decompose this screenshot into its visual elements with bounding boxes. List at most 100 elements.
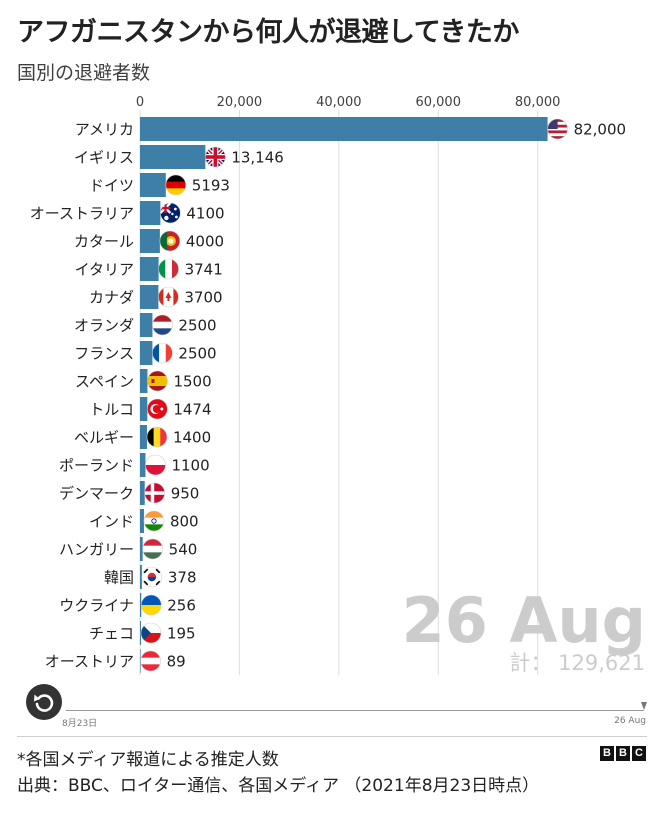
value-label: 800: [170, 513, 199, 531]
value-label: 2500: [178, 317, 216, 335]
value-label: 1400: [173, 429, 211, 447]
bar: [140, 201, 161, 225]
value-label: 1474: [173, 401, 211, 419]
category-label: アメリカ: [75, 121, 134, 139]
page-title: アフガニスタンから何人が退避してきたか: [17, 17, 519, 48]
bar: [140, 565, 142, 589]
flag-fr-icon: [152, 342, 173, 364]
x-tick-label: 0: [136, 95, 144, 110]
timeline-start-label: 8月23日: [62, 719, 98, 729]
replay-button[interactable]: [26, 684, 62, 720]
x-tick-label: 60,000: [415, 95, 461, 110]
timeline-track[interactable]: [66, 710, 644, 711]
category-label: チェコ: [89, 625, 134, 643]
flag-au-icon: [160, 202, 181, 224]
value-label: 2500: [178, 345, 216, 363]
category-label: オーストラリア: [30, 205, 134, 223]
value-label: 13,146: [231, 149, 284, 167]
replay-icon: [34, 694, 54, 712]
category-label: フランス: [74, 345, 134, 363]
value-label: 950: [171, 485, 200, 503]
bar: [140, 285, 159, 309]
x-tick-label: 80,000: [515, 95, 561, 110]
value-label: 195: [167, 625, 196, 643]
footnote: *各国メディア報道による推定人数: [17, 750, 279, 770]
x-tick-label: 20,000: [217, 95, 263, 110]
flag-nl-icon: [152, 314, 173, 336]
bar: [140, 229, 160, 253]
bar: [140, 117, 548, 141]
category-label: オーストリア: [45, 653, 134, 671]
value-label: 378: [168, 569, 197, 587]
bar: [140, 341, 153, 365]
total-label: 計： 129,621: [509, 651, 645, 675]
value-label: 4100: [186, 205, 224, 223]
footer-divider: [17, 736, 647, 737]
flag-ua-icon: [140, 594, 162, 616]
flag-uk-icon: [205, 146, 226, 168]
category-label: トルコ: [89, 401, 134, 419]
flag-pl-icon: [145, 454, 166, 476]
timeline-end-label: 26 Aug: [614, 716, 646, 726]
flag-dk-icon: [144, 482, 166, 504]
value-label: 89: [167, 653, 186, 671]
bar: [140, 537, 143, 561]
flag-qa-icon: [159, 230, 181, 252]
flag-ca-icon: [158, 286, 179, 308]
flag-in-icon: [143, 510, 165, 532]
flag-de-icon: [165, 174, 187, 196]
category-label: ウクライナ: [59, 597, 134, 615]
flag-hu-icon: [142, 538, 163, 560]
flag-es-icon: [147, 370, 168, 392]
category-label: カタール: [74, 233, 134, 251]
bar: [140, 257, 159, 281]
bar: [140, 173, 166, 197]
x-tick-label: 40,000: [316, 95, 362, 110]
page-subtitle: 国別の退避者数: [17, 62, 151, 84]
bbc-logo: B B C: [600, 746, 646, 761]
category-label: インド: [89, 513, 134, 531]
bar: [140, 145, 206, 169]
value-label: 4000: [186, 233, 224, 251]
category-label: デンマーク: [59, 485, 134, 503]
category-label: 韓国: [104, 569, 134, 587]
category-label: イギリス: [74, 149, 134, 167]
bar: [140, 453, 146, 477]
value-label: 540: [169, 541, 198, 559]
timeline-handle[interactable]: [641, 702, 647, 710]
bbc-logo-letter: C: [632, 746, 646, 761]
value-label: 3741: [185, 261, 223, 279]
flag-cz-icon: [140, 622, 162, 644]
flag-at-icon: [140, 650, 161, 672]
value-label: 5193: [192, 177, 230, 195]
category-label: ベルギー: [74, 429, 134, 447]
bar: [140, 593, 142, 617]
value-label: 1100: [171, 457, 209, 475]
value-label: 256: [167, 597, 196, 615]
bar: [140, 481, 145, 505]
flag-us-icon: [547, 118, 568, 140]
bar: [140, 621, 141, 645]
value-label: 82,000: [574, 121, 627, 139]
bar-chart: 0 20,000 40,000 60,000 80,000 アメリカ 82,000 イギリス 1…: [30, 95, 646, 675]
category-label: カナダ: [89, 289, 134, 307]
category-label: イタリア: [75, 261, 134, 279]
value-label: 3700: [184, 289, 222, 307]
flag-it-icon: [158, 258, 179, 280]
flag-kr-icon: [141, 566, 163, 588]
value-label: 1500: [173, 373, 211, 391]
bar: [140, 509, 144, 533]
bar: [140, 397, 148, 421]
bar: [140, 369, 148, 393]
source-note: 出典：BBC、ロイター通信、各国メディア （2021年8月23日時点）: [17, 776, 540, 796]
bbc-logo-letter: B: [616, 746, 630, 761]
category-label: ハンガリー: [59, 541, 134, 559]
category-label: ポーランド: [59, 457, 134, 475]
category-label: スペイン: [75, 373, 134, 391]
flag-tr-icon: [147, 398, 168, 420]
bar: [140, 649, 141, 673]
flag-be-icon: [146, 426, 168, 448]
bbc-logo-letter: B: [600, 746, 614, 761]
current-date-label: 26 Aug: [402, 584, 646, 657]
bar: [140, 425, 147, 449]
